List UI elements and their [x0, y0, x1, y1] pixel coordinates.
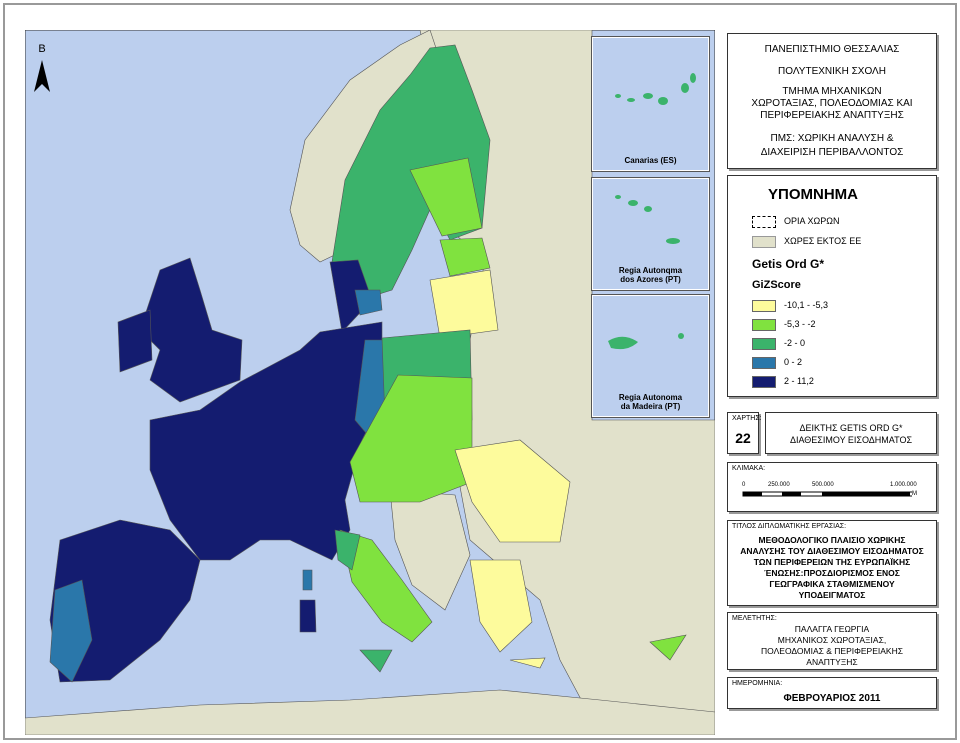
box-label: ΗΜΕΡΟΜΗΝΙΑ: [732, 680, 783, 687]
legend-title: ΥΠΟΜΝΗΜΑ [768, 186, 858, 203]
date-text: ΦΕΒΡΟΥΑΡΙΟΣ 2011 [783, 693, 881, 704]
scale-bar [742, 491, 912, 497]
region [339, 529, 433, 643]
inset-madeira: Regia Autonoma da Madeira (PT) [591, 294, 710, 418]
class-swatch [752, 300, 776, 312]
field-name: GiZScore [752, 279, 801, 291]
region [302, 569, 313, 591]
legend-box: ΥΠΟΜΝΗΜΑ ΟΡΙΑ ΧΩΡΩΝ ΧΩΡΕΣ ΕΚΤΟΣ ΕΕ Getis… [727, 175, 937, 397]
author-box: ΜΕΛΕΤΗΤΗΣ: ΠΑΛΑΓΓΑ ΓΕΩΡΓΙΑ ΜΗΧΑΝΙΚΟΣ ΧΩΡ… [727, 612, 937, 670]
header-line: ΠΟΛΥΤΕΧΝΙΚΗ ΣΧΟΛΗ [778, 66, 886, 77]
boundary-swatch [752, 216, 776, 228]
region [454, 439, 571, 543]
legend-label: ΟΡΙΑ ΧΩΡΩΝ [784, 216, 840, 226]
region [299, 599, 317, 633]
region [509, 657, 546, 669]
map: Β [25, 30, 715, 735]
non-eu-swatch [752, 236, 776, 248]
class-label: 2 - 11,2 [784, 376, 814, 386]
scale-unit: M [912, 491, 917, 497]
inset-land [608, 333, 684, 350]
map-title: ΔΕΙΚΤΗΣ GETIS ORD G* ΔΙΑΘΕΣΙΜΟΥ ΕΙΣΟΔΗΜΑ… [789, 423, 913, 445]
thesis-box: ΤΙΤΛΟΣ ΔΙΠΛΩΜΑΤΙΚΗΣ ΕΡΓΑΣΙΑΣ: ΜΕΘΟΔΟΛΟΓΙ… [727, 520, 937, 606]
class-label: -10,1 - -5,3 [784, 300, 829, 310]
index-title: Getis Ord G* [752, 257, 825, 271]
header-line: ΠΜΣ: ΧΩΡΙΚΗ ΑΝΑΛΥΣΗ & ΔΙΑΧΕΙΡΙΣΗ ΠΕΡΙΒΑΛ… [760, 133, 904, 158]
class-swatch [752, 338, 776, 350]
region [469, 559, 533, 653]
class-label: -2 - 0 [784, 338, 806, 348]
scale-tick: 250.000 [768, 482, 790, 488]
region [49, 579, 93, 683]
region [359, 649, 393, 673]
box-label: ΚΛΙΜΑΚΑ: [732, 465, 766, 472]
box-label: ΜΕΛΕΤΗΤΗΣ: [732, 615, 777, 622]
scale-tick: 500.000 [812, 482, 834, 488]
map-number-box: ΧΑΡΤΗΣ: 22 [727, 412, 762, 454]
header-box: ΠΑΝΕΠΙΣΤΗΜΙΟ ΘΕΣΣΑΛΙΑΣ ΠΟΛΥΤΕΧΝΙΚΗ ΣΧΟΛΗ… [727, 33, 937, 169]
inset-land [615, 195, 680, 244]
page-frame [3, 3, 957, 740]
box-label: ΧΑΡΤΗΣ: [732, 415, 762, 422]
inset-land [615, 73, 696, 105]
scale-tick: 0 [742, 482, 746, 488]
map-number: 22 [735, 430, 751, 446]
inset-label: Canarias (ES) [624, 156, 677, 165]
header-line: ΤΜΗΜΑ ΜΗΧΑΝΙΚΩΝ ΧΩΡΟΤΑΞΙΑΣ, ΠΟΛΕΟΔΟΜΙΑΣ … [751, 86, 913, 121]
region [439, 237, 491, 277]
inset-label: Regia Autonoma da Madeira (PT) [618, 393, 683, 411]
north-label: Β [38, 43, 45, 55]
region [149, 321, 383, 561]
north-arrow: Β [34, 43, 50, 92]
date-box: ΗΜΕΡΟΜΗΝΙΑ: ΦΕΒΡΟΥΑΡΙΟΣ 2011 [727, 677, 937, 709]
region [409, 157, 483, 237]
scale-box: ΚΛΙΜΑΚΑ: 0 250.000 500.000 1.000.000 M [727, 462, 937, 512]
region [649, 634, 687, 661]
class-swatch [752, 357, 776, 369]
box-label: ΤΙΤΛΟΣ ΔΙΠΛΩΜΑΤΙΚΗΣ ΕΡΓΑΣΙΑΣ: [732, 523, 847, 530]
region [429, 269, 499, 339]
map-title-box: ΔΕΙΚΤΗΣ GETIS ORD G* ΔΙΑΘΕΣΙΜΟΥ ΕΙΣΟΔΗΜΑ… [765, 412, 937, 454]
non-eu-land [25, 689, 715, 735]
class-label: -5,3 - -2 [784, 319, 816, 329]
region [117, 309, 153, 373]
thesis-title: ΜΕΘΟΔΟΛΟΓΙΚΟ ΠΛΑΙΣΙΟ ΧΩΡΙΚΗΣ ΑΝΑΛΥΣΗΣ ΤΟ… [740, 535, 924, 600]
header-line: ΠΑΝΕΠΙΣΤΗΜΙΟ ΘΕΣΣΑΛΙΑΣ [764, 44, 900, 55]
author-text: ΠΑΛΑΓΓΑ ΓΕΩΡΓΙΑ ΜΗΧΑΝΙΚΟΣ ΧΩΡΟΤΑΞΙΑΣ, ΠΟ… [761, 624, 903, 667]
class-swatch [752, 376, 776, 388]
non-eu-land [389, 489, 471, 611]
region [349, 374, 473, 503]
region [334, 529, 361, 571]
class-label: 0 - 2 [784, 357, 803, 367]
legend-label: ΧΩΡΕΣ ΕΚΤΟΣ ΕΕ [784, 236, 862, 246]
inset-canarias: Canarias (ES) [591, 36, 710, 172]
region [139, 257, 243, 403]
inset-azores: Regia Autonqma dos Azores (PT) [591, 177, 710, 291]
inset-label: Regia Autonqma dos Azores (PT) [618, 266, 683, 284]
scale-tick: 1.000.000 [890, 482, 917, 488]
region [354, 289, 383, 316]
class-swatch [752, 319, 776, 331]
